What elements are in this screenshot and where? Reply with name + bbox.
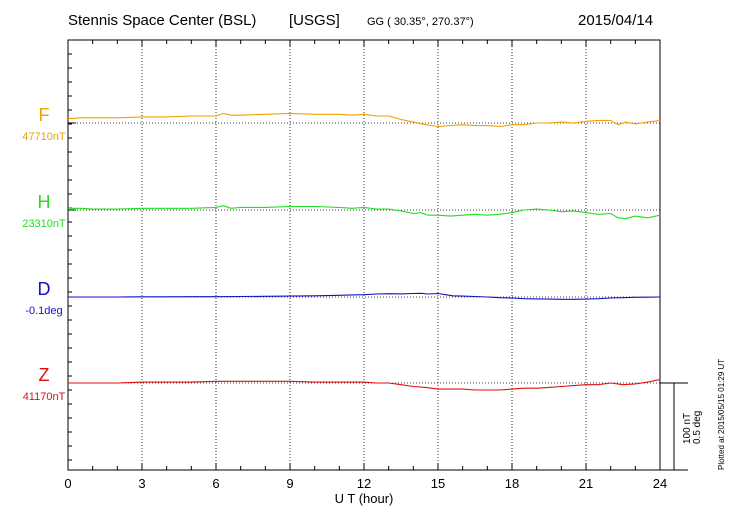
scale-bar: 100 nT 0.5 deg	[660, 382, 703, 471]
x-tick-label: 3	[138, 476, 145, 491]
scale-text-nt: 100 nT	[682, 413, 693, 444]
series-line-z	[68, 378, 661, 391]
x-tick-label: 12	[357, 476, 371, 491]
series-name-d: D	[38, 279, 51, 299]
coordinates-label: GG ( 30.35°, 270.37°)	[367, 16, 474, 28]
x-tick-label: 0	[64, 476, 71, 491]
plot-frame	[67, 39, 661, 471]
x-tick-label: 9	[286, 476, 293, 491]
series-name-f: F	[39, 105, 50, 125]
series-baseline-d: -0.1deg	[25, 305, 62, 317]
x-tick-label: 6	[212, 476, 219, 491]
x-axis-label: U T (hour)	[335, 491, 394, 506]
x-tick-label: 21	[579, 476, 593, 491]
x-tick-label: 24	[653, 476, 667, 491]
series-name-z: Z	[39, 365, 50, 385]
series-name-h: H	[38, 192, 51, 212]
chart-date: 2015/04/14	[578, 12, 654, 29]
series-line-f	[67, 112, 661, 128]
series-labels: F 47710nT H 23310nT D -0.1deg Z 41170nT	[22, 105, 66, 403]
series-line-d	[68, 292, 661, 300]
series-baseline-z: 41170nT	[23, 391, 66, 403]
series-baseline-f: 47710nT	[22, 131, 66, 143]
x-tick-label: 18	[505, 476, 519, 491]
x-tick-label: 15	[431, 476, 445, 491]
x-axis: 0 3 6 9 12 15 18 21 24	[64, 40, 667, 491]
plotted-at-note: Plotted at 2015/05/15 01:29 UT	[717, 359, 726, 470]
series-baseline-h: 23310nT	[22, 218, 66, 230]
network-label: [USGS]	[289, 12, 340, 29]
series-group	[67, 112, 661, 391]
grid-lines	[68, 40, 660, 470]
series-line-h	[68, 205, 661, 220]
station-title: Stennis Space Center (BSL)	[68, 12, 257, 29]
scale-text-deg: 0.5 deg	[692, 411, 703, 444]
